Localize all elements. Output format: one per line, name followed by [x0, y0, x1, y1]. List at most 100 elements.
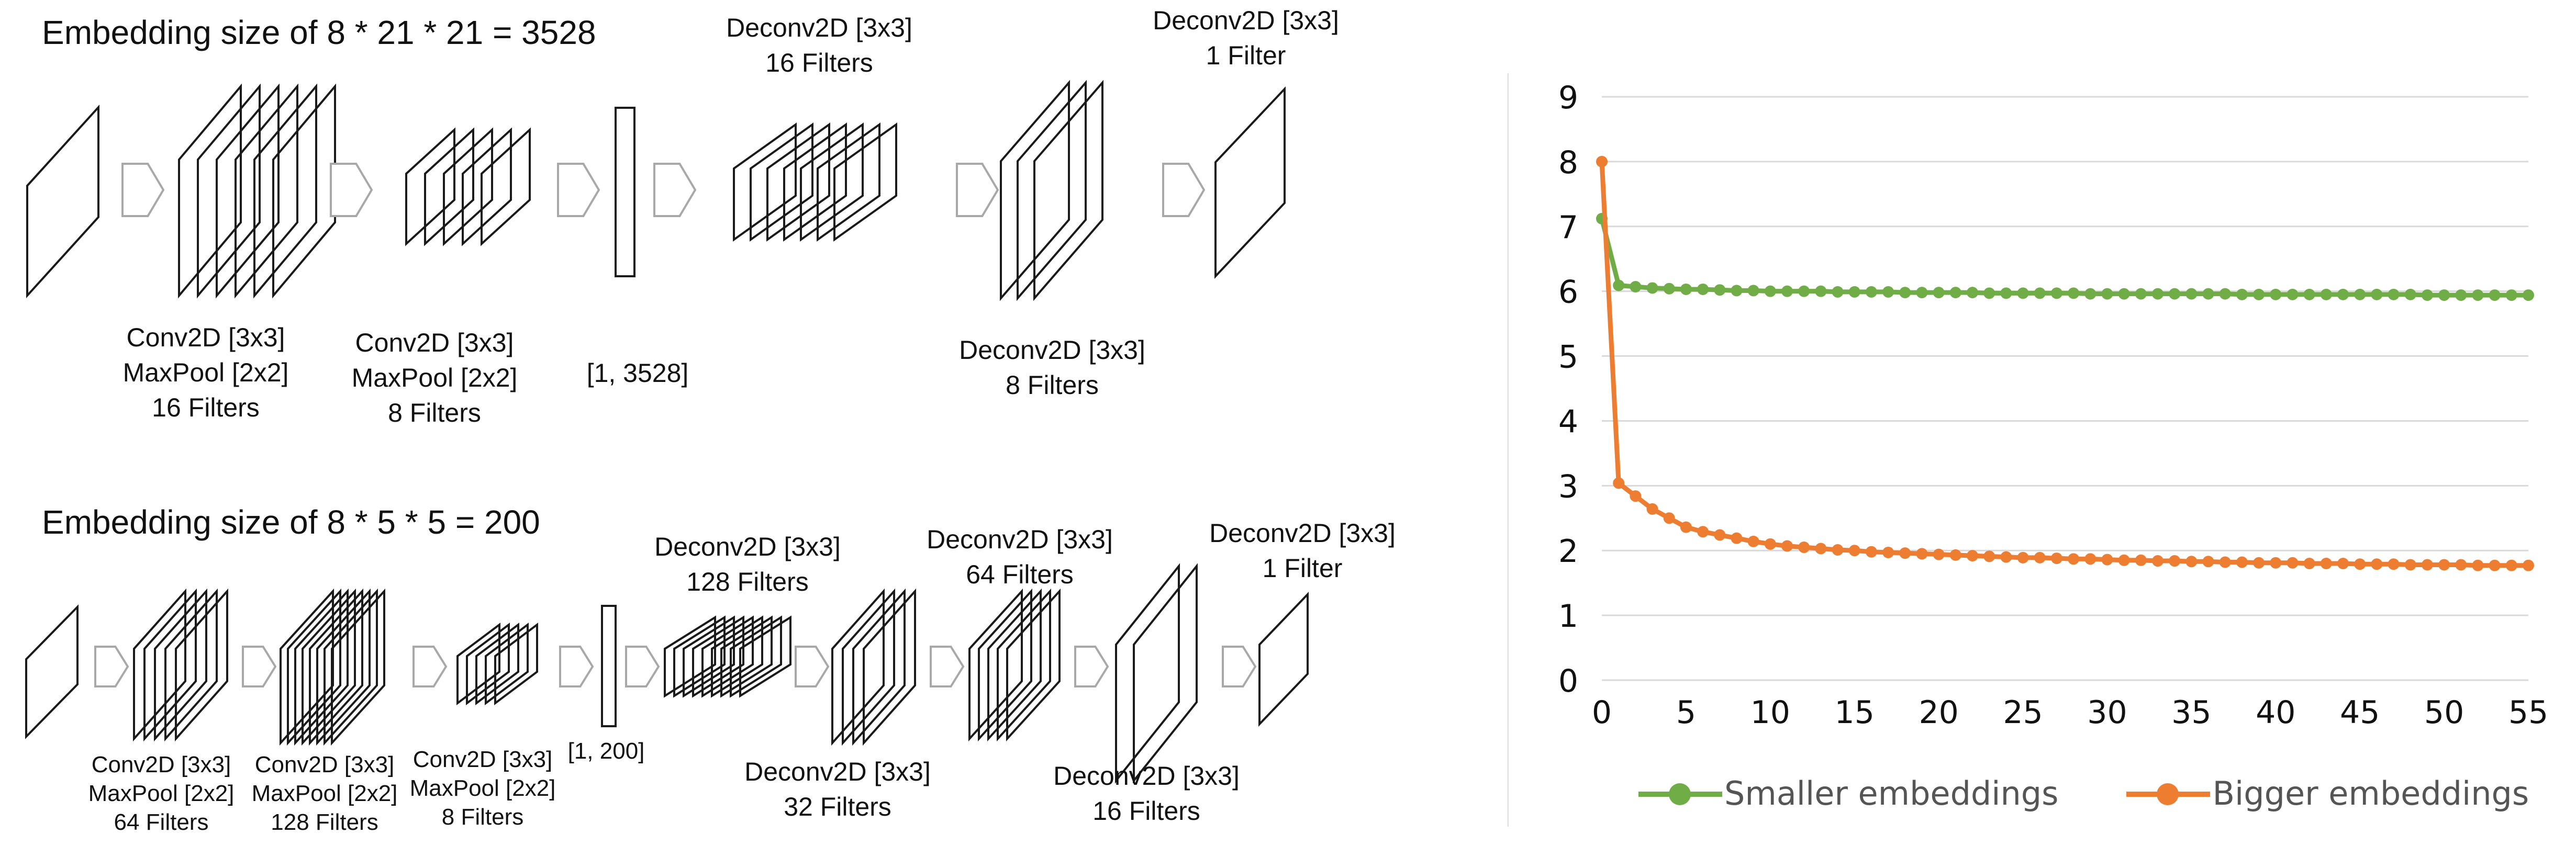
bottom-deconv4-layer-slice: [1115, 563, 1180, 784]
bottom-conv1-layer: [133, 588, 228, 742]
data-point: [2185, 288, 2198, 300]
data-point: [2455, 559, 2467, 571]
data-point: [1865, 286, 1877, 298]
top-deconv3-layer-slice: [1214, 86, 1286, 279]
top-conv1-label: Conv2D [3x3] MaxPool [2x2] 16 Filters: [122, 323, 289, 422]
data-point: [1697, 283, 1709, 295]
data-point: [2169, 555, 2181, 567]
bottom-deconv3-layer-slice: [997, 588, 1051, 742]
bottom-conv3-layer-slice: [494, 623, 538, 705]
bottom-deconv1-layer-slice: [730, 615, 782, 698]
top-input-layer: [26, 104, 99, 299]
data-point: [2101, 288, 2113, 300]
data-point: [2371, 558, 2383, 570]
data-point: [1781, 540, 1793, 552]
bottom-deconv2-layer-slice: [831, 588, 885, 746]
bottom-deconv5-layer-slice: [1258, 592, 1309, 727]
bottom-deconv1-layer-slice: [664, 615, 716, 698]
bottom-conv3-layer-slice: [475, 623, 519, 705]
data-point: [1680, 283, 1692, 295]
data-point: [2253, 288, 2265, 300]
bottom-arrow: [1222, 646, 1257, 687]
data-point: [1731, 285, 1743, 297]
y-tick-label: 8: [1558, 144, 1578, 181]
data-point: [2219, 556, 2231, 568]
top-conv2-layer-slice: [481, 127, 531, 246]
bottom-arrow: [94, 646, 129, 687]
bottom-deconv1-layer-slice: [683, 615, 735, 698]
data-point: [1916, 287, 1928, 299]
bottom-deconv2-layer-slice: [852, 588, 906, 746]
top-conv1-layer: [178, 83, 336, 299]
top-conv2-layer: [405, 127, 531, 246]
bottom-conv1-layer-slice: [133, 588, 186, 742]
top-conv1-layer-slice: [178, 83, 242, 299]
data-point: [2371, 288, 2383, 300]
top-conv2-label: Conv2D [3x3] MaxPool [2x2] 8 Filters: [351, 328, 518, 427]
bottom-arrow: [795, 646, 830, 687]
bottom-deconv3-layer-slice: [968, 588, 1023, 742]
data-point: [1865, 546, 1877, 558]
bottom-conv3-layer-slice: [456, 623, 500, 705]
y-tick-label: 4: [1558, 403, 1578, 440]
data-point: [1967, 287, 1978, 299]
data-point: [1832, 286, 1844, 298]
bottom-conv1-layer-slice: [175, 588, 228, 742]
bottom-deconv2-layer-slice: [863, 588, 916, 746]
bottom-conv3-layer-slice: [466, 623, 510, 705]
data-point: [2354, 288, 2366, 300]
data-point: [1832, 544, 1844, 556]
data-point: [1983, 550, 1995, 562]
legend-item-bigger: Bigger embeddings: [2126, 774, 2529, 813]
data-point: [1731, 532, 1743, 544]
top-arrow: [330, 163, 373, 217]
bottom-conv1-layer-slice: [143, 588, 197, 742]
data-point: [2169, 288, 2181, 300]
data-point: [1815, 543, 1827, 555]
data-point: [1781, 285, 1793, 297]
data-point: [1933, 287, 1945, 299]
bottom-deconv2-label: Deconv2D [3x3] 32 Filters: [744, 757, 931, 821]
data-point: [2068, 287, 2080, 299]
bottom-deconv4-layer-slice: [1133, 563, 1198, 784]
legend-item-smaller: Smaller embeddings: [1638, 774, 2058, 813]
architecture-diagram: [25, 80, 1309, 784]
data-point: [1764, 538, 1776, 550]
data-point: [2303, 558, 2315, 569]
data-point: [1798, 542, 1810, 554]
data-point: [2438, 289, 2450, 301]
bottom-conv3-label: Conv2D [3x3] MaxPool [2x2] 8 Filters: [409, 747, 556, 830]
data-point: [2101, 554, 2113, 566]
data-point: [1747, 285, 1759, 297]
x-tick-label: 40: [2256, 694, 2295, 731]
data-point: [2118, 554, 2130, 566]
data-point: [1848, 286, 1860, 298]
data-point: [2455, 289, 2467, 301]
legend-swatch-smaller: [1638, 778, 1722, 809]
data-point: [2287, 288, 2299, 300]
data-point: [1646, 503, 1658, 515]
data-point: [2034, 551, 2046, 563]
bottom-deconv3-layer: [968, 588, 1061, 742]
data-point: [1613, 279, 1625, 291]
bottom-deconv1-label: Deconv2D [3x3] 128 Filters: [654, 532, 841, 596]
data-point: [2337, 288, 2349, 300]
top-deconv1-layer-slice: [783, 122, 847, 242]
data-point: [2084, 553, 2097, 565]
bottom-conv2-layer-slice: [309, 588, 363, 746]
top-deconv3-layer: [1214, 86, 1286, 279]
bottom-deconv1-layer-slice: [673, 615, 726, 698]
data-point: [1764, 285, 1776, 297]
y-tick-label: 5: [1558, 339, 1578, 376]
bottom-deconv2-layer: [831, 588, 916, 746]
data-point: [1815, 285, 1827, 297]
top-arrow: [1162, 163, 1206, 217]
data-point: [2388, 288, 2400, 300]
top-conv1-layer-slice: [197, 83, 261, 299]
data-point: [1613, 477, 1625, 489]
bottom-input-layer: [25, 604, 79, 739]
data-point: [2404, 288, 2416, 300]
data-point: [2438, 559, 2450, 571]
